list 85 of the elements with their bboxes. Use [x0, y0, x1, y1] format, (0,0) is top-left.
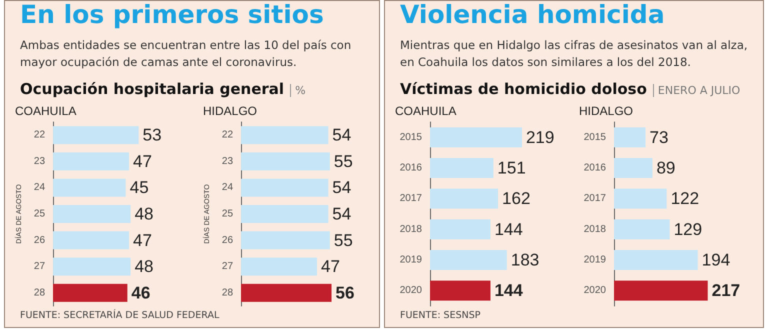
data-label: 46: [131, 283, 150, 302]
y-tick-label: 27: [222, 261, 234, 272]
data-label: 162: [502, 189, 530, 208]
bar: [53, 152, 129, 170]
data-label: 183: [510, 250, 540, 270]
text: Ocupación hospitalaria general: [20, 80, 284, 98]
bar: [614, 280, 708, 301]
data-label: 56: [336, 283, 354, 302]
bar: [53, 284, 128, 302]
data-label: 73: [650, 128, 668, 147]
data-label: 47: [320, 257, 340, 276]
data-label: 55: [334, 230, 353, 250]
bar: [430, 188, 498, 209]
text: %: [290, 84, 306, 97]
bar: [430, 127, 522, 148]
bar: [614, 250, 698, 270]
data-label: 55: [334, 152, 353, 171]
data-label: 48: [134, 257, 154, 276]
bar: [614, 127, 646, 148]
y-tick-label: 2018: [584, 224, 606, 235]
y-tick-label: 2020: [584, 285, 606, 296]
y-tick-label: 23: [222, 156, 234, 167]
data-label: 53: [142, 126, 162, 145]
data-label: 129: [674, 220, 702, 239]
data-label: 47: [132, 230, 152, 250]
y-tick-label: 2020: [400, 285, 422, 296]
bar: [53, 231, 129, 250]
chart-title: HIDALGO: [579, 104, 634, 118]
text: Mientras que en Hidalgo las cifras de asesinatos van al alza, en Coahuila los datos son similares a los del 2018.: [400, 37, 749, 71]
y-tick-label: 2016: [400, 162, 422, 174]
y-tick-label: 28: [222, 287, 234, 298]
y-tick-label: 25: [222, 208, 234, 220]
data-label: 151: [497, 158, 526, 178]
chart-title: COAHUILA: [395, 104, 456, 118]
y-tick-label: 2019: [584, 254, 606, 266]
data-label: 48: [134, 204, 154, 224]
data-label: 45: [130, 178, 149, 198]
y-tick-label: 27: [34, 261, 46, 272]
y-tick-label: 2017: [584, 193, 606, 204]
data-label: 122: [670, 189, 700, 208]
text: Víctimas de homicidio doloso: [400, 80, 647, 98]
bar: [614, 158, 652, 178]
source-note: FUENTE: SESNSP: [400, 310, 480, 321]
bar: [430, 219, 490, 240]
y-tick-label: 2017: [400, 193, 422, 204]
text: Violencia homicida: [400, 0, 665, 29]
y-tick-label: 25: [34, 208, 46, 220]
y-tick-label: 26: [34, 234, 46, 246]
data-label: 217: [712, 281, 740, 300]
y-tick-label: 22: [222, 130, 234, 141]
y-tick-label: 2015: [584, 132, 606, 143]
bar: [430, 250, 507, 270]
y-tick-label: 24: [222, 182, 234, 194]
bar: [53, 178, 126, 197]
data-label: 144: [494, 281, 524, 300]
y-tick-label: 28: [34, 287, 46, 298]
y-tick-label: 2019: [400, 254, 422, 266]
bar: [53, 205, 131, 223]
data-label: 54: [332, 178, 352, 198]
text: En los primeros sitios: [20, 0, 324, 29]
data-label: 54: [332, 204, 352, 224]
bar: [53, 126, 139, 144]
text: Ambas entidades se encuentran entre las 10 del país con mayor ocupación de camas ante el coronavirus.: [20, 37, 352, 71]
y-tick-label: 23: [34, 156, 46, 167]
bar: [430, 280, 490, 301]
y-tick-label: 2016: [584, 162, 606, 174]
chart-title: HIDALGO: [203, 104, 258, 118]
y-tick-label: 22: [34, 130, 46, 141]
data-label: 47: [132, 152, 152, 171]
chart-title: COAHUILA: [15, 104, 76, 118]
bar: [614, 219, 670, 240]
y-tick-label: 24: [34, 182, 46, 194]
text: ENERO A JULIO: [652, 84, 740, 97]
bar: [430, 158, 494, 178]
source-note: FUENTE: SECRETARÍA DE SALUD FEDERAL: [20, 310, 220, 321]
y-tick-label: 2015: [400, 132, 422, 143]
data-label: 194: [702, 250, 730, 270]
bar: [53, 258, 131, 276]
y-tick-label: 2018: [400, 224, 422, 235]
data-label: 54: [332, 126, 352, 145]
data-label: 89: [656, 158, 676, 178]
data-label: 219: [526, 128, 554, 147]
y-tick-label: 26: [222, 234, 234, 246]
bar: [614, 188, 667, 209]
data-label: 144: [494, 220, 523, 239]
